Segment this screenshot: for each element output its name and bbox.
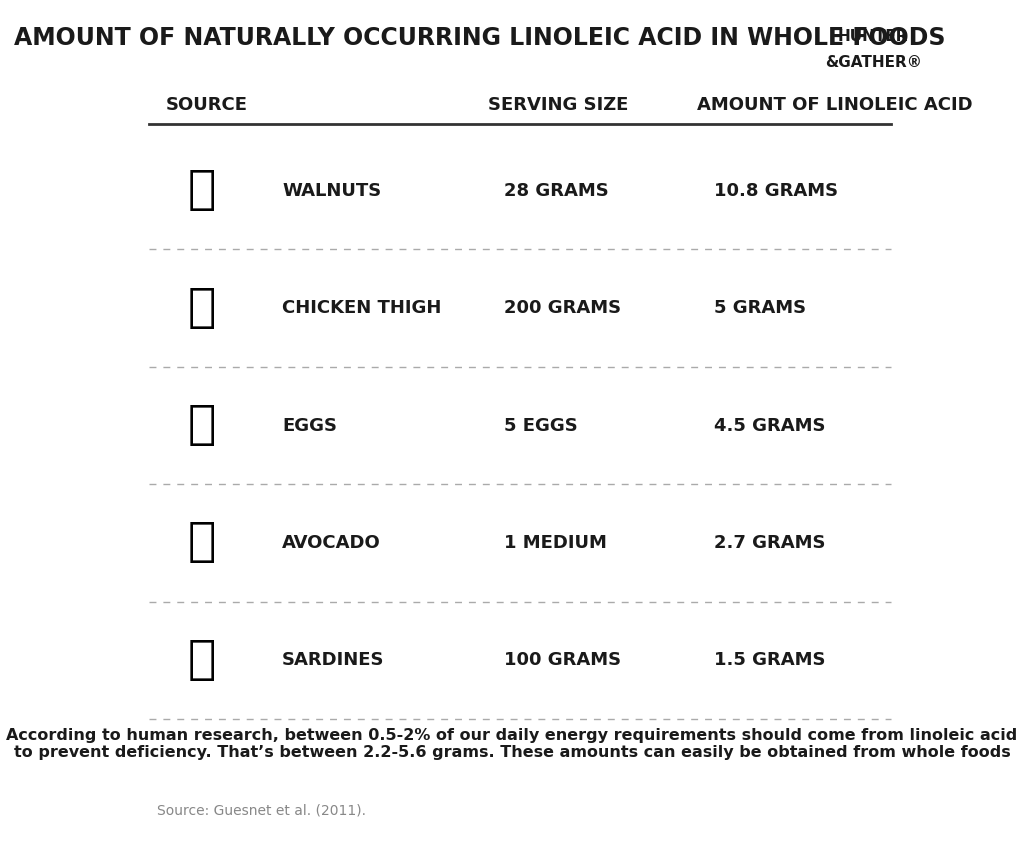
Text: 1.5 GRAMS: 1.5 GRAMS xyxy=(714,651,825,669)
Text: CHICKEN THIGH: CHICKEN THIGH xyxy=(283,299,441,317)
Text: 200 GRAMS: 200 GRAMS xyxy=(504,299,622,317)
Text: AVOCADO: AVOCADO xyxy=(283,534,381,552)
Text: 🥜: 🥜 xyxy=(187,168,216,214)
Text: EGGS: EGGS xyxy=(283,416,337,435)
Text: 🍗: 🍗 xyxy=(187,286,216,331)
Text: 🥚: 🥚 xyxy=(187,403,216,448)
Text: 10.8 GRAMS: 10.8 GRAMS xyxy=(714,182,838,200)
Text: &GATHER®: &GATHER® xyxy=(824,55,922,70)
Text: 100 GRAMS: 100 GRAMS xyxy=(504,651,622,669)
Text: 1 MEDIUM: 1 MEDIUM xyxy=(504,534,607,552)
Text: 🐟: 🐟 xyxy=(187,637,216,683)
Text: HUNTER: HUNTER xyxy=(838,29,908,45)
Text: SOURCE: SOURCE xyxy=(165,96,247,114)
Text: WALNUTS: WALNUTS xyxy=(283,182,382,200)
Text: AMOUNT OF LINOLEIC ACID: AMOUNT OF LINOLEIC ACID xyxy=(697,96,973,114)
Text: 2.7 GRAMS: 2.7 GRAMS xyxy=(714,534,825,552)
Text: 🥑: 🥑 xyxy=(187,521,216,565)
Text: AMOUNT OF NATURALLY OCCURRING LINOLEIC ACID IN WHOLE FOODS: AMOUNT OF NATURALLY OCCURRING LINOLEIC A… xyxy=(14,26,945,50)
Text: 4.5 GRAMS: 4.5 GRAMS xyxy=(714,416,825,435)
Text: 5 EGGS: 5 EGGS xyxy=(504,416,578,435)
Text: Source: Guesnet et al. (2011).: Source: Guesnet et al. (2011). xyxy=(158,803,367,817)
Text: According to human research, between 0.5-2% of our daily energy requirements sho: According to human research, between 0.5… xyxy=(6,728,1018,760)
Text: SERVING SIZE: SERVING SIZE xyxy=(487,96,628,114)
Text: 28 GRAMS: 28 GRAMS xyxy=(504,182,608,200)
Text: 5 GRAMS: 5 GRAMS xyxy=(714,299,806,317)
Text: SARDINES: SARDINES xyxy=(283,651,385,669)
